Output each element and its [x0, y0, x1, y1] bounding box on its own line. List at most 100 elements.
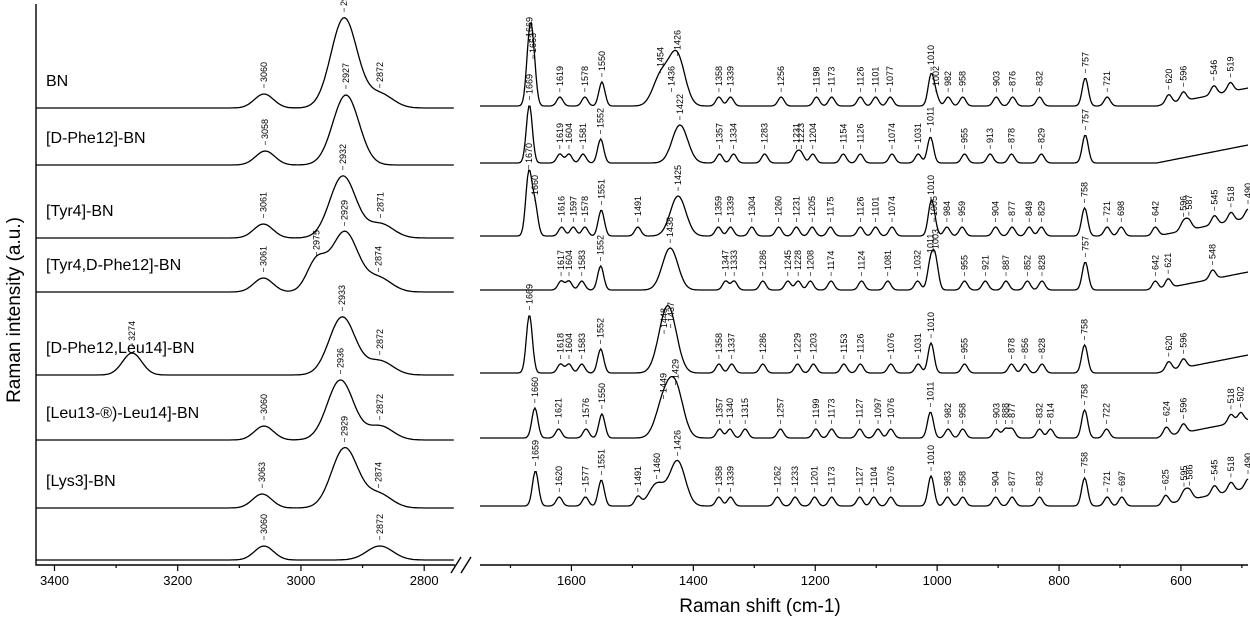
- peak-label: 1124: [857, 251, 867, 270]
- peak-label: 620: [1164, 336, 1174, 351]
- peak-label: 1583: [577, 250, 587, 270]
- peak-label: 1199: [811, 399, 821, 418]
- peak-label: 2933: [337, 285, 347, 305]
- peak-label: 518: [1226, 388, 1236, 403]
- peak-label: 3058: [260, 119, 270, 139]
- peak-label: 1198: [811, 67, 821, 86]
- peak-label: 1552: [596, 235, 606, 255]
- peak-label: 596: [1178, 66, 1188, 81]
- peak-label: 1550: [597, 51, 607, 71]
- peak-label: 596: [1178, 196, 1188, 211]
- peak-label: 1011: [925, 382, 935, 401]
- peak-label: 1663: [528, 33, 538, 53]
- left-panel-axis: [35, 4, 455, 566]
- spectrum-trace-left: [36, 545, 454, 561]
- peak-label: 959: [957, 201, 967, 216]
- peak-label: 1076: [886, 333, 896, 353]
- peak-label: 1154: [838, 124, 848, 143]
- peak-label: 958: [958, 71, 968, 86]
- peak-label: 1491: [633, 196, 643, 216]
- peak-label: 921: [980, 255, 990, 270]
- peak-label: 586: [1184, 464, 1194, 479]
- peak-label: 1315: [740, 398, 750, 418]
- peak-label: 1422: [675, 94, 685, 114]
- peak-label: 1357: [715, 398, 725, 418]
- peak-label: 722: [1102, 403, 1112, 418]
- peak-label: 903: [991, 71, 1001, 86]
- peak-label: 625: [1161, 469, 1171, 484]
- peak-label: 878: [1007, 338, 1017, 353]
- peak-label: 1577: [580, 466, 590, 486]
- spectrum-trace-left: [36, 316, 454, 376]
- peak-label: 852: [1022, 255, 1032, 270]
- peak-label: 1604: [564, 123, 574, 143]
- peak-label: 1229: [793, 333, 803, 353]
- peak-label: 1337: [727, 333, 737, 353]
- x-tick-label: 800: [1048, 573, 1070, 588]
- peak-label: 587: [1184, 195, 1194, 210]
- spectrum-trace-left: [36, 94, 454, 166]
- x-tick-label: 1600: [557, 573, 586, 588]
- peak-label: 1011: [925, 234, 935, 253]
- peak-label: 1578: [580, 196, 590, 216]
- peak-label: 697: [1117, 471, 1127, 486]
- peak-label: 1205: [807, 196, 817, 216]
- x-tick-label: 1200: [801, 573, 830, 588]
- peak-label: 721: [1102, 471, 1112, 486]
- peak-labels: 3060293028721663166916191578155014541426…: [127, 0, 1250, 540]
- peak-label: 1618: [555, 333, 565, 353]
- peak-label: 1604: [564, 333, 574, 353]
- peak-label: 1126: [855, 197, 865, 216]
- peak-label: 1616: [557, 196, 567, 216]
- peak-label: 1104: [869, 467, 879, 486]
- series-label: [D-Phe12]-BN: [46, 130, 146, 147]
- peak-label: 904: [991, 201, 1001, 216]
- spectrum-trace-left: [36, 446, 454, 509]
- x-tick-label: 3200: [163, 573, 192, 588]
- peak-label: 2930: [339, 0, 349, 6]
- spectrum-trace-right: [480, 169, 1249, 237]
- x-tick-label: 600: [1170, 573, 1192, 588]
- peak-label: 518: [1226, 456, 1236, 471]
- peak-label: 3060: [259, 514, 269, 534]
- peak-label: 642: [1150, 255, 1160, 270]
- peak-label: 1449: [658, 373, 668, 393]
- series-labels: BN [D-Phe12]-BN [Tyr4]-BN [Tyr4,D-Phe12]-BN…: [46, 73, 199, 490]
- peak-label: 1551: [596, 449, 606, 469]
- peak-label: 1231: [791, 123, 801, 143]
- peak-label: 1619: [555, 66, 565, 86]
- spectrum-trace-right: [480, 459, 1249, 507]
- peak-label: 1454: [655, 47, 665, 67]
- peak-label: 1081: [883, 250, 893, 270]
- peak-label: 1203: [808, 333, 818, 353]
- peak-label: 490: [1243, 453, 1250, 468]
- peak-label: 1010: [926, 445, 936, 465]
- peak-label: 758: [1080, 384, 1090, 399]
- peak-label: 903: [991, 403, 1001, 418]
- peak-label: 596: [1178, 398, 1188, 413]
- peak-label: 758: [1080, 182, 1090, 197]
- peak-label: 1097: [873, 398, 883, 418]
- peak-label: 621: [1163, 253, 1173, 268]
- peak-label: 1426: [672, 30, 682, 50]
- spectrum-trace-left: [36, 175, 454, 239]
- x-tick-label: 3000: [286, 573, 315, 588]
- peak-label: 721: [1102, 201, 1112, 216]
- peak-label: 1245: [783, 250, 793, 270]
- y-axis-title: Raman intensity (a.u.): [4, 217, 25, 403]
- peak-label: 1552: [596, 318, 606, 338]
- peak-label: 1333: [729, 250, 739, 270]
- peak-label: 1669: [524, 74, 534, 94]
- peak-label: 2975: [311, 230, 321, 250]
- peak-label: 1074: [887, 123, 897, 143]
- spectrum-traces: [36, 17, 1249, 561]
- peak-label: 1339: [726, 196, 736, 216]
- peak-label: 2871: [375, 192, 385, 212]
- peak-label: 1448: [659, 308, 669, 328]
- peak-label: 1153: [839, 334, 849, 353]
- peak-label: 2932: [338, 144, 348, 164]
- peak-label: 1670: [524, 143, 534, 163]
- peak-label: 1358: [714, 466, 724, 486]
- peak-label: 721: [1102, 71, 1112, 86]
- peak-label: 888: [1000, 403, 1010, 418]
